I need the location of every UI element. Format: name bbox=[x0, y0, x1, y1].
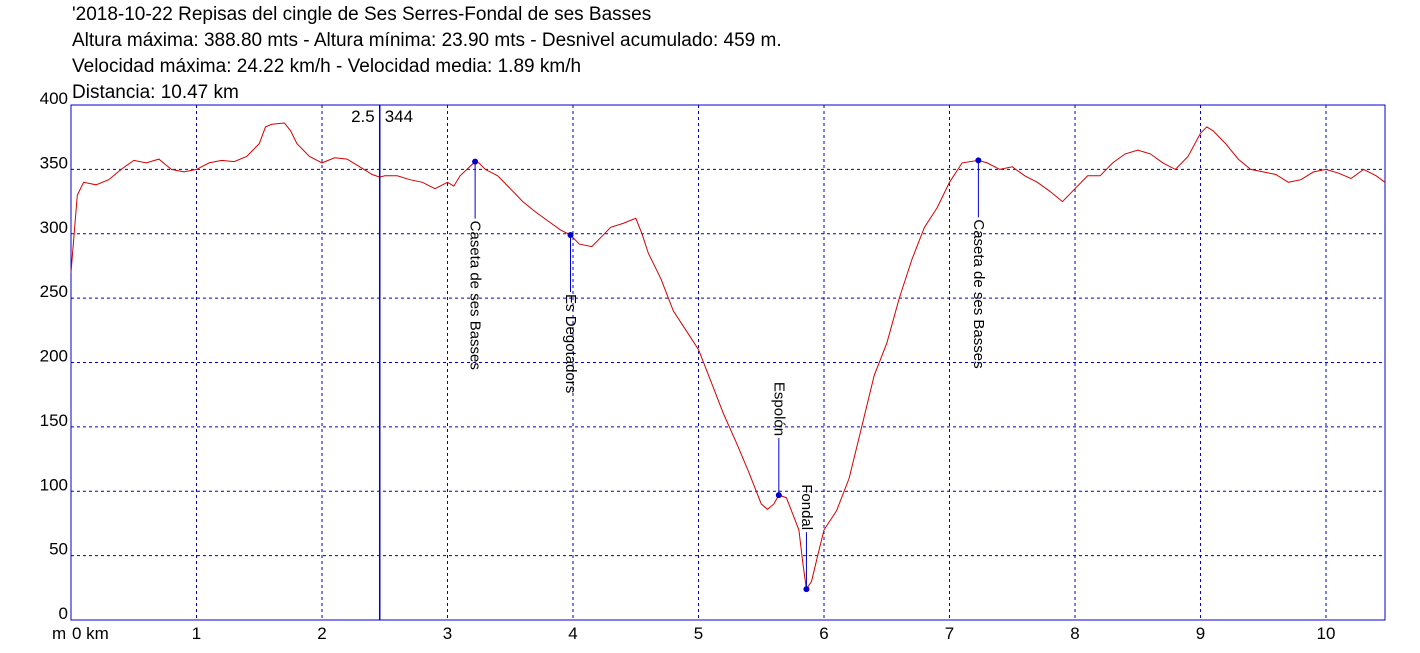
x-tick-label: 9 bbox=[1196, 624, 1205, 643]
waypoint-label: Es Degotadors bbox=[562, 294, 579, 393]
x-tick-label: 2 bbox=[317, 624, 326, 643]
header-line: Velocidad máxima: 24.22 km/h - Velocidad… bbox=[72, 56, 581, 77]
x-tick-label: 3 bbox=[443, 624, 452, 643]
y-tick-label: 150 bbox=[40, 411, 68, 430]
cursor-elevation-label: 344 bbox=[385, 107, 413, 126]
x-tick-label: 4 bbox=[568, 624, 577, 643]
y-tick-label: 350 bbox=[40, 153, 68, 172]
y-tick-label: 250 bbox=[40, 282, 68, 301]
elevation-profile bbox=[70, 122, 1386, 591]
waypoint-marker bbox=[567, 232, 574, 239]
header-line: Altura máxima: 388.80 mts - Altura mínim… bbox=[72, 30, 782, 51]
waypoint-marker bbox=[803, 586, 810, 593]
x-tick-label: 8 bbox=[1070, 624, 1079, 643]
y-tick-label: 300 bbox=[40, 218, 68, 237]
x-tick-label: 10 bbox=[1317, 624, 1336, 643]
waypoint-label: Caseta de ses Basses bbox=[970, 219, 987, 368]
y-axis-unit: m bbox=[52, 624, 66, 643]
waypoint-marker bbox=[775, 492, 782, 499]
x-tick-label: 1 bbox=[192, 624, 201, 643]
y-tick-label: 400 bbox=[40, 89, 68, 108]
header-line: Distancia: 10.47 km bbox=[72, 82, 239, 103]
header-line: '2018-10-22 Repisas del cingle de Ses Se… bbox=[72, 4, 651, 25]
waypoint-marker bbox=[975, 157, 982, 164]
x-tick-label: 6 bbox=[819, 624, 828, 643]
waypoint-label: Caseta de ses Basses bbox=[467, 221, 484, 370]
x-tick-label: 5 bbox=[694, 624, 703, 643]
y-tick-label: 200 bbox=[40, 347, 68, 366]
y-tick-label: 100 bbox=[40, 475, 68, 494]
plot-frame bbox=[70, 104, 1386, 621]
x-tick-label: 0 km bbox=[72, 624, 109, 643]
waypoint-marker bbox=[472, 158, 479, 165]
x-tick-label: 7 bbox=[945, 624, 954, 643]
waypoint-label: Fondal bbox=[798, 484, 815, 530]
y-tick-label: 0 bbox=[59, 604, 68, 623]
waypoint-label: Espolón bbox=[770, 382, 787, 436]
y-tick-label: 50 bbox=[49, 540, 68, 559]
cursor-x-label: 2.5 bbox=[351, 107, 375, 126]
